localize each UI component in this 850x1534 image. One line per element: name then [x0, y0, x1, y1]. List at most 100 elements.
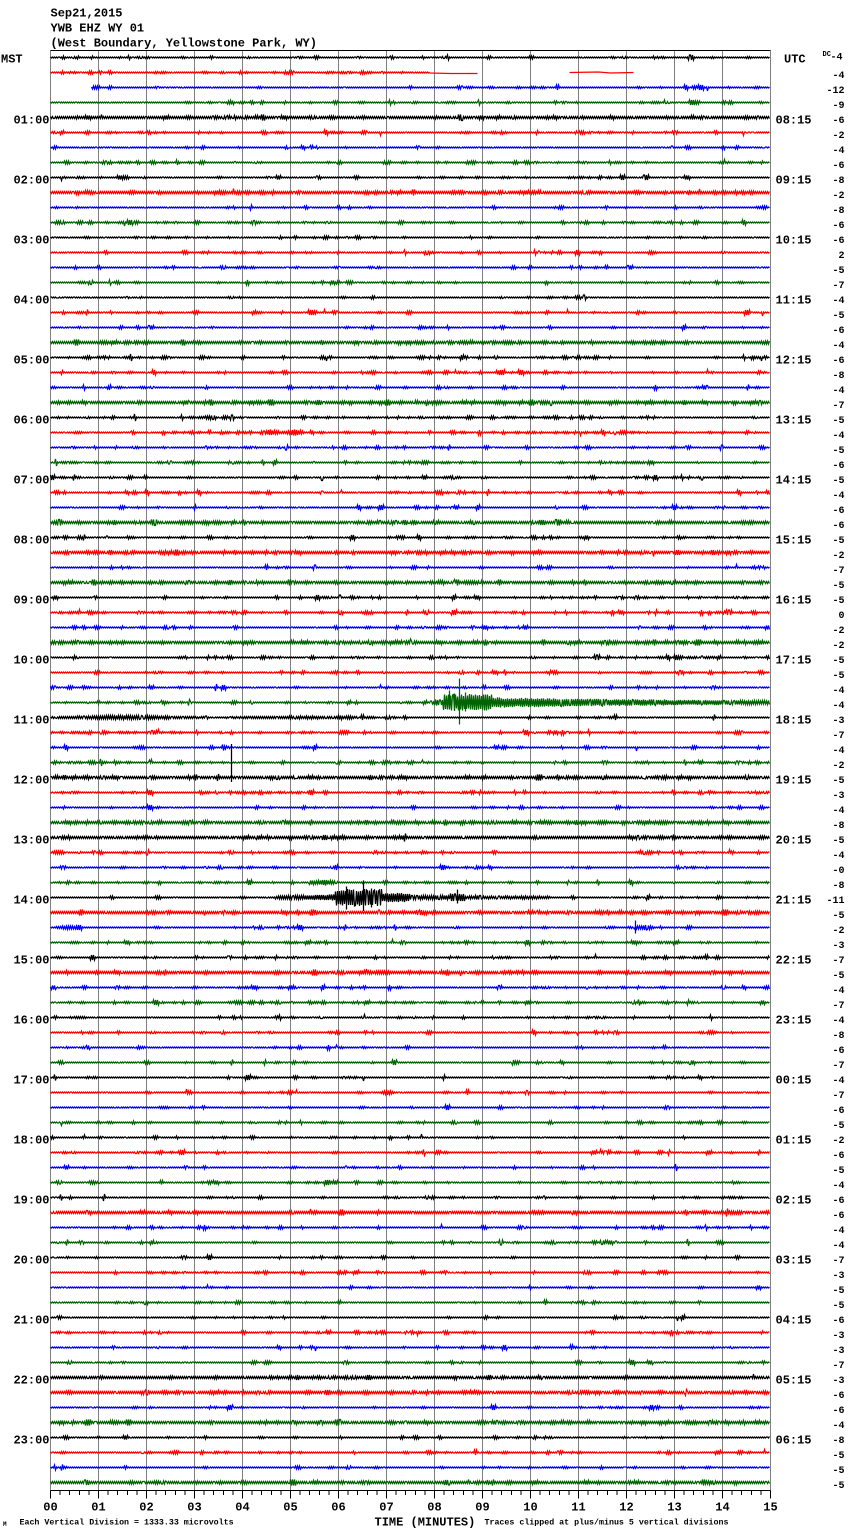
svg-text:-4: -4 — [832, 1016, 844, 1027]
svg-text:14:00: 14:00 — [13, 894, 49, 908]
svg-text:UTC: UTC — [784, 53, 806, 67]
svg-text:22:00: 22:00 — [13, 1374, 49, 1388]
svg-text:-6: -6 — [832, 236, 844, 247]
svg-text:-5: -5 — [832, 911, 844, 922]
svg-text:-5: -5 — [832, 446, 844, 457]
svg-text:-6: -6 — [832, 326, 844, 337]
svg-text:19:15: 19:15 — [776, 774, 812, 788]
svg-text:07: 07 — [379, 1501, 393, 1515]
svg-text:-6: -6 — [832, 221, 844, 232]
svg-text:-2: -2 — [832, 131, 844, 142]
svg-text:-2: -2 — [832, 551, 844, 562]
svg-text:-2: -2 — [832, 1136, 844, 1147]
svg-text:-5: -5 — [832, 416, 844, 427]
svg-text:-5: -5 — [832, 266, 844, 277]
svg-text:-4: -4 — [832, 1226, 844, 1237]
svg-text:-7: -7 — [832, 566, 844, 577]
svg-text:Each Vertical Division = 1333.: Each Vertical Division = 1333.33 microvo… — [20, 1518, 234, 1528]
svg-text:01: 01 — [91, 1501, 105, 1515]
svg-text:-4: -4 — [832, 431, 844, 442]
svg-text:-8: -8 — [832, 371, 844, 382]
svg-text:04:00: 04:00 — [13, 294, 49, 308]
svg-text:-6: -6 — [832, 1151, 844, 1162]
svg-text:-2: -2 — [832, 641, 844, 652]
svg-text:08: 08 — [427, 1501, 441, 1515]
svg-text:-2: -2 — [832, 761, 844, 772]
svg-text:01:00: 01:00 — [13, 114, 49, 128]
svg-text:-6: -6 — [832, 1316, 844, 1327]
svg-text:-4: -4 — [832, 386, 844, 397]
svg-text:04: 04 — [235, 1501, 249, 1515]
svg-text:-11: -11 — [826, 896, 844, 907]
svg-text:10: 10 — [523, 1501, 537, 1515]
svg-text:-6: -6 — [832, 461, 844, 472]
svg-text:2: 2 — [838, 251, 844, 262]
svg-text:-5: -5 — [832, 1301, 844, 1312]
svg-text:08:00: 08:00 — [13, 534, 49, 548]
svg-text:-5: -5 — [832, 1481, 844, 1492]
svg-text:-7: -7 — [832, 1091, 844, 1102]
svg-text:-5: -5 — [832, 476, 844, 487]
svg-text:-5: -5 — [832, 1451, 844, 1462]
svg-text:08:15: 08:15 — [776, 114, 812, 128]
svg-text:DC: DC — [823, 51, 831, 59]
svg-text:21:15: 21:15 — [776, 894, 812, 908]
svg-text:-7: -7 — [832, 731, 844, 742]
svg-text:-4: -4 — [832, 806, 844, 817]
svg-text:YWB EHZ WY 01: YWB EHZ WY 01 — [51, 22, 145, 36]
svg-text:11:15: 11:15 — [776, 294, 812, 308]
svg-text:MST: MST — [1, 53, 23, 67]
svg-text:-7: -7 — [832, 1061, 844, 1072]
svg-text:-2: -2 — [832, 926, 844, 937]
svg-text:-3: -3 — [832, 1346, 844, 1357]
svg-text:15: 15 — [763, 1501, 777, 1515]
svg-text:-6: -6 — [832, 356, 844, 367]
svg-text:TIME (MINUTES): TIME (MINUTES) — [375, 1516, 476, 1530]
svg-text:05:00: 05:00 — [13, 354, 49, 368]
svg-text:-7: -7 — [832, 1001, 844, 1012]
svg-text:11: 11 — [571, 1501, 585, 1515]
svg-text:-2: -2 — [832, 191, 844, 202]
svg-text:-0: -0 — [832, 866, 844, 877]
svg-text:19:00: 19:00 — [13, 1194, 49, 1208]
svg-text:14:15: 14:15 — [776, 474, 812, 488]
svg-text:-5: -5 — [832, 656, 844, 667]
svg-text:18:00: 18:00 — [13, 1134, 49, 1148]
svg-text:11:00: 11:00 — [13, 714, 49, 728]
svg-text:12: 12 — [619, 1501, 633, 1515]
svg-text:-4: -4 — [832, 1181, 844, 1192]
svg-text:-5: -5 — [832, 311, 844, 322]
svg-text:-7: -7 — [832, 956, 844, 967]
svg-text:01:15: 01:15 — [776, 1134, 812, 1148]
svg-text:-5: -5 — [832, 1466, 844, 1477]
svg-text:-8: -8 — [832, 1031, 844, 1042]
svg-text:-4: -4 — [832, 146, 844, 157]
svg-text:17:00: 17:00 — [13, 1074, 49, 1088]
svg-text:02:00: 02:00 — [13, 174, 49, 188]
svg-text:02:15: 02:15 — [776, 1194, 812, 1208]
svg-text:-3: -3 — [832, 1376, 844, 1387]
svg-text:06:00: 06:00 — [13, 414, 49, 428]
svg-text:-5: -5 — [832, 536, 844, 547]
svg-text:-6: -6 — [832, 1391, 844, 1402]
svg-text:07:00: 07:00 — [13, 474, 49, 488]
svg-text:22:15: 22:15 — [776, 954, 812, 968]
svg-text:03:00: 03:00 — [13, 234, 49, 248]
svg-text:-7: -7 — [832, 1361, 844, 1372]
svg-text:-3: -3 — [832, 791, 844, 802]
svg-text:-6: -6 — [832, 1046, 844, 1057]
svg-text:15:15: 15:15 — [776, 534, 812, 548]
svg-text:-6: -6 — [832, 521, 844, 532]
svg-text:-4: -4 — [830, 53, 842, 64]
svg-text:-3: -3 — [832, 1331, 844, 1342]
svg-text:13:00: 13:00 — [13, 834, 49, 848]
svg-text:20:00: 20:00 — [13, 1254, 49, 1268]
svg-text:-7: -7 — [832, 401, 844, 412]
svg-text:-8: -8 — [832, 881, 844, 892]
svg-text:-3: -3 — [832, 716, 844, 727]
svg-text:-3: -3 — [832, 941, 844, 952]
svg-text:-5: -5 — [832, 1121, 844, 1132]
svg-text:13: 13 — [667, 1501, 681, 1515]
svg-text:10:15: 10:15 — [776, 234, 812, 248]
svg-text:-5: -5 — [832, 581, 844, 592]
